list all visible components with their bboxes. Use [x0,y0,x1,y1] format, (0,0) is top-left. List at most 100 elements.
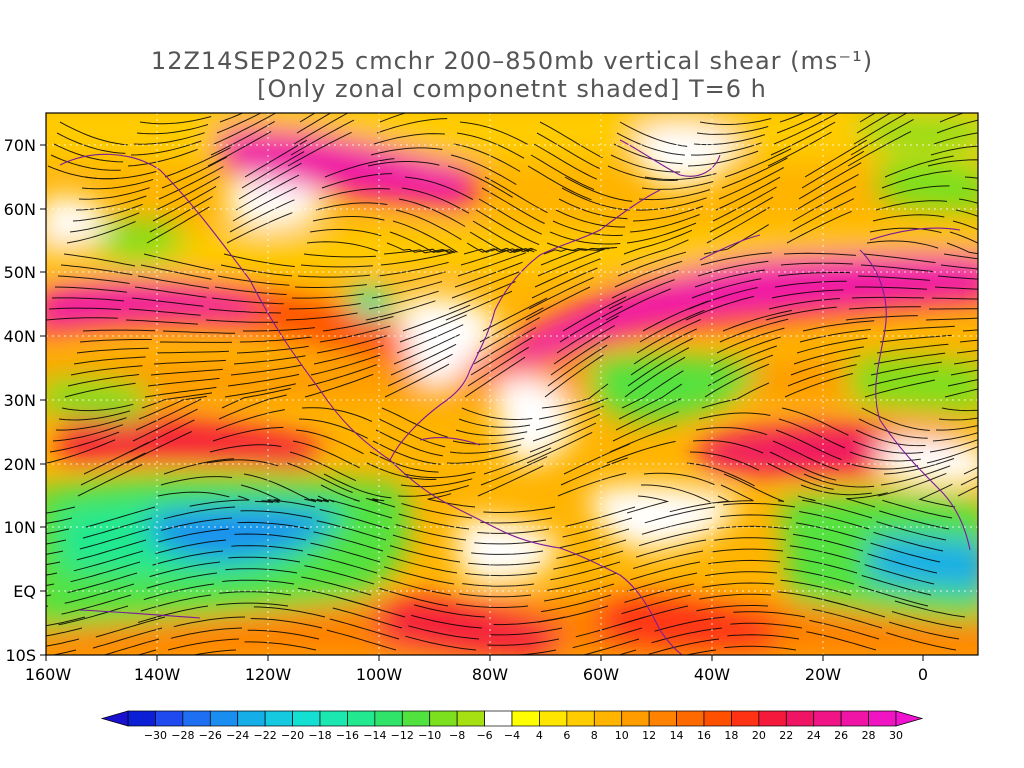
streamline [639,309,705,343]
streamline [886,632,957,651]
streamline [46,616,86,627]
streamline [795,173,859,211]
streamline [694,269,765,288]
colorbar-label: −22 [254,729,277,742]
streamline [368,290,439,310]
streamline [866,240,939,249]
colorbar-box [785,710,815,727]
streamline [926,446,978,464]
streamline [250,618,323,629]
streamline [219,591,292,596]
streamline [70,365,143,376]
streamline [636,319,701,354]
streamline [648,638,720,655]
streamline [464,356,526,398]
streamline [462,583,535,587]
streamline [289,451,357,482]
streamline [326,629,397,651]
streamline [847,130,912,167]
streamline [493,616,566,626]
streamline [872,214,945,222]
streamline [654,616,726,632]
streamline [618,383,683,420]
streamline [460,248,530,266]
streamline [162,330,235,334]
streamline [375,429,443,457]
streamline [153,359,226,365]
streamline [319,509,390,530]
streamline [796,522,867,541]
colorbar-min-triangle [100,710,129,727]
streamline [558,198,628,220]
streamline [208,308,281,314]
streamline [399,314,467,343]
colorbar-box [539,710,568,727]
streamline [226,212,293,244]
lat-label-10s: 10S [5,646,36,665]
streamline [541,383,609,409]
streamline [285,312,358,321]
colorbar-box [401,710,431,727]
streamline [465,572,538,577]
streamline [216,113,262,134]
streamline [613,143,683,165]
streamline [695,427,768,436]
streamline [629,214,700,233]
streamline [690,142,762,156]
streamline [772,440,839,471]
streamline [46,317,118,321]
streamline [700,252,772,266]
streamline [78,187,150,200]
streamline [46,539,67,545]
colorbar-label: −12 [391,729,414,742]
streamline [955,209,978,217]
streamline [480,456,548,486]
streamline [143,253,215,271]
streamline [427,493,476,508]
streamline [473,327,537,365]
lat-lon-grid [46,113,978,655]
streamline [466,242,533,254]
lat-label-30n: 30N [4,391,36,410]
streamline [708,559,781,565]
streamline [531,267,598,299]
streamline [525,286,591,321]
streamline [963,466,978,475]
streamline [390,343,457,376]
streamline [635,539,707,558]
streamline [309,228,382,237]
streamline [627,572,698,592]
streamline [232,186,297,222]
streamline [313,344,384,365]
streamline [60,264,133,276]
streamline [846,492,888,508]
streamline [565,506,636,527]
colorbar-label: 14 [670,729,684,742]
colorbar-label: −24 [226,729,249,742]
streamline [323,473,392,499]
streamline [710,345,777,376]
streamline [557,472,627,497]
streamline [312,216,385,222]
streamline [544,583,615,602]
streamline [223,253,295,268]
streamline [46,528,70,535]
streamline [581,638,640,655]
streamline [225,568,298,574]
colorbar-label: 4 [536,729,543,742]
streamline [635,197,707,211]
streamline [719,318,789,343]
streamline [298,418,368,439]
streamline [626,495,670,514]
streamline [864,379,936,398]
streamline [873,352,946,365]
streamline [851,296,925,299]
streamline [858,418,928,439]
streamline [855,429,926,447]
streamline [286,462,353,493]
streamline [372,440,441,465]
streamline [459,593,532,598]
streamline [780,262,853,266]
streamline [63,253,136,267]
